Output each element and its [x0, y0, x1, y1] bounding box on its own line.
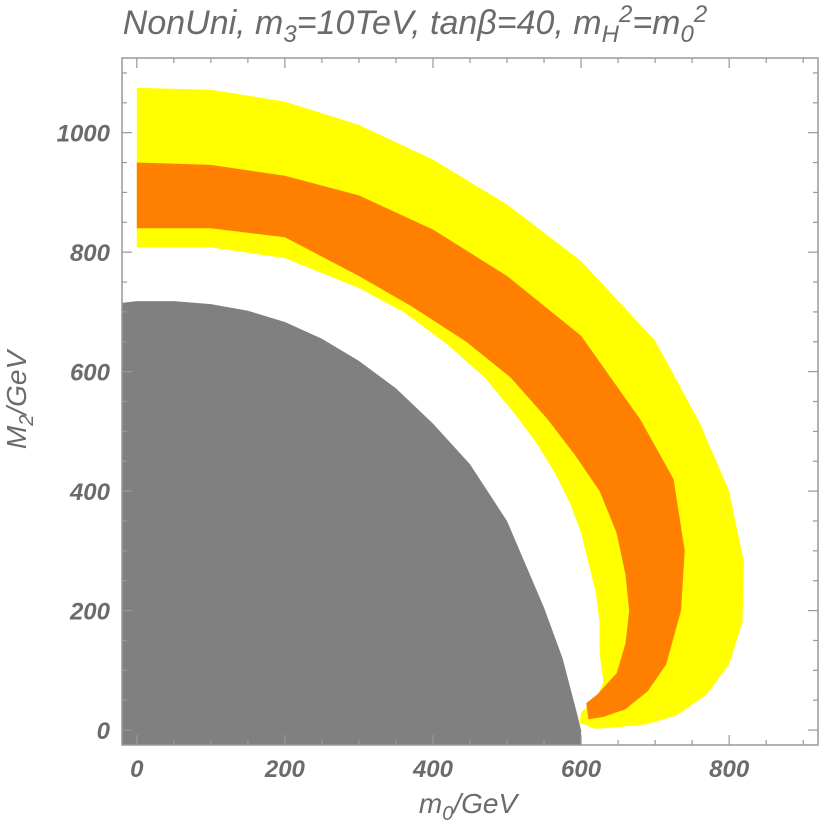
- x-tick-label: 600: [561, 756, 602, 783]
- x-axis-label-subscript: 0: [442, 803, 453, 825]
- y-tick-label: 400: [69, 479, 111, 506]
- y-tick-label: 600: [70, 360, 111, 387]
- y-tick-label: 800: [70, 240, 111, 267]
- outer-band-region: [136, 87, 745, 729]
- x-tick-label: 800: [709, 756, 750, 783]
- regions-layer: [122, 87, 745, 745]
- inner-band-region: [136, 162, 685, 720]
- ticks-layer: 0 200 400 600 800 0 200 400 600 800 1000: [57, 58, 818, 783]
- title-mH-superscript: 2: [618, 1, 632, 28]
- x-tick-label: 400: [412, 756, 454, 783]
- x-tick-label: 200: [264, 756, 306, 783]
- title-m0-subscript: 0: [681, 21, 695, 48]
- title-mH-subscript: H: [602, 21, 620, 48]
- excluded-region: [122, 301, 582, 745]
- title-m3-subscript: 3: [283, 21, 297, 48]
- y-tick-label: 1000: [57, 121, 111, 148]
- y-axis-label: M2/GeV: [1, 349, 38, 450]
- x-tick-label: 0: [130, 756, 144, 783]
- y-axis-label-subscript: 2: [16, 415, 38, 427]
- y-tick-label: 200: [69, 599, 111, 626]
- title-m0-superscript: 2: [693, 1, 707, 28]
- x-axis-label: m0/GeV: [419, 788, 520, 825]
- chart-title: NonUni, m3=10TeV, tanβ=40, mH2=m02: [123, 1, 707, 48]
- y-tick-label: 0: [97, 718, 111, 745]
